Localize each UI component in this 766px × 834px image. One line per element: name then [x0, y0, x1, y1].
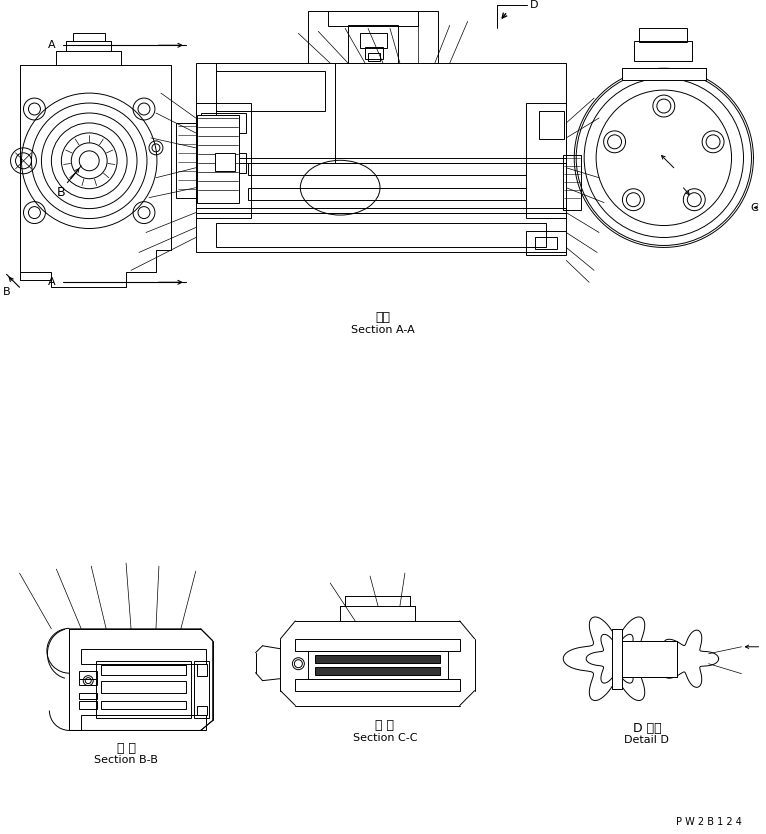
- Bar: [196, 63, 566, 163]
- Bar: [247, 188, 526, 199]
- Bar: [74, 33, 105, 42]
- Text: Section C-C: Section C-C: [352, 733, 417, 743]
- Bar: [79, 679, 97, 685]
- Bar: [214, 153, 234, 171]
- Bar: [196, 158, 566, 213]
- Bar: [328, 12, 418, 27]
- Bar: [296, 679, 460, 691]
- Bar: [639, 28, 687, 43]
- Bar: [539, 111, 565, 139]
- Bar: [308, 12, 438, 63]
- Text: B: B: [3, 287, 11, 297]
- Bar: [194, 661, 208, 718]
- Bar: [79, 701, 97, 709]
- Bar: [196, 103, 250, 218]
- Text: B: B: [57, 186, 66, 199]
- Bar: [216, 223, 546, 248]
- Text: C: C: [751, 203, 758, 213]
- Bar: [316, 655, 440, 663]
- Bar: [348, 25, 398, 63]
- Bar: [526, 230, 566, 255]
- Text: 断 面: 断 面: [116, 742, 136, 755]
- Bar: [81, 716, 206, 731]
- Bar: [196, 163, 566, 208]
- Bar: [360, 33, 387, 48]
- Bar: [308, 651, 448, 679]
- Bar: [197, 664, 207, 676]
- Text: Section A-A: Section A-A: [351, 325, 415, 335]
- Bar: [622, 641, 677, 676]
- Text: Detail D: Detail D: [624, 736, 669, 746]
- Text: 断面: 断面: [375, 310, 391, 324]
- Bar: [365, 48, 383, 59]
- Bar: [247, 163, 526, 175]
- Bar: [216, 63, 336, 163]
- Text: P W 2 B 1 2 4: P W 2 B 1 2 4: [676, 817, 741, 827]
- Bar: [625, 647, 669, 671]
- Bar: [216, 71, 326, 111]
- Bar: [81, 649, 206, 664]
- Bar: [612, 629, 622, 689]
- Bar: [176, 123, 198, 198]
- Bar: [296, 639, 460, 651]
- Bar: [79, 671, 97, 679]
- Bar: [101, 665, 186, 675]
- Bar: [201, 153, 246, 173]
- Bar: [535, 238, 558, 249]
- Text: D 詳細: D 詳細: [633, 722, 661, 735]
- Bar: [368, 53, 380, 61]
- Bar: [634, 42, 692, 61]
- Text: 断 面: 断 面: [375, 719, 394, 732]
- Bar: [196, 213, 566, 253]
- Bar: [201, 113, 246, 133]
- Text: A: A: [47, 40, 55, 50]
- Bar: [101, 701, 186, 709]
- Bar: [563, 155, 581, 209]
- Bar: [101, 681, 186, 692]
- Bar: [526, 103, 566, 218]
- Bar: [622, 641, 677, 676]
- Text: D: D: [529, 1, 538, 11]
- Bar: [97, 661, 191, 718]
- Text: Section B-B: Section B-B: [94, 756, 158, 766]
- Bar: [622, 68, 705, 80]
- Bar: [197, 706, 207, 716]
- Bar: [316, 666, 440, 675]
- Bar: [197, 115, 238, 203]
- Bar: [79, 692, 97, 699]
- Text: A: A: [47, 277, 55, 287]
